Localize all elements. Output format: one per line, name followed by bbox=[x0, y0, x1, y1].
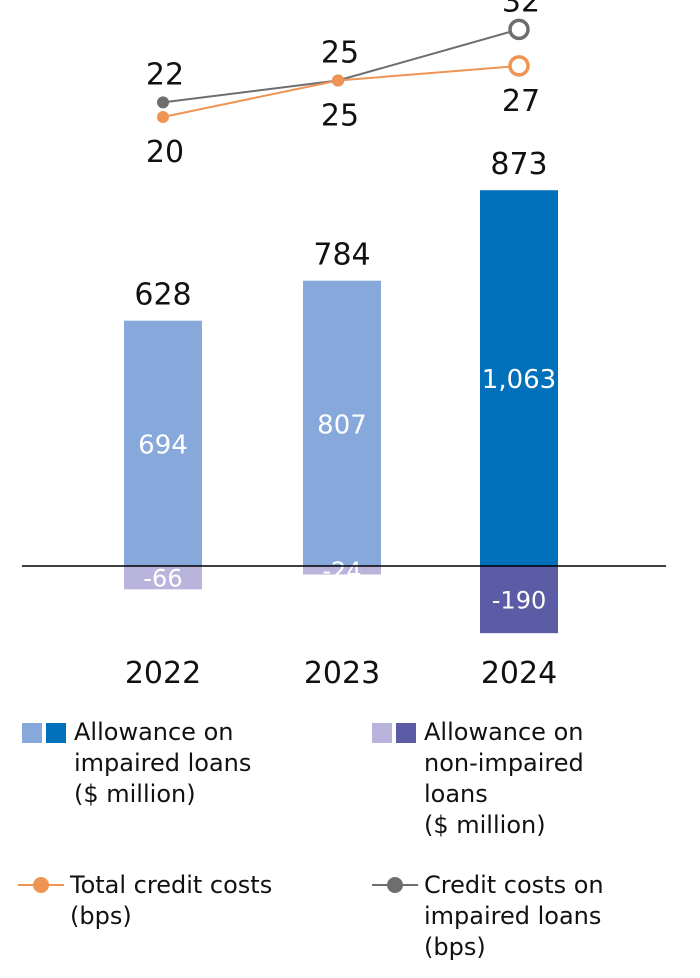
legend-marker-impaired bbox=[387, 877, 403, 893]
bar-impaired-2023 bbox=[303, 280, 381, 566]
label-total-costs-2023: 25 bbox=[321, 99, 359, 134]
bar-impaired-2024 bbox=[480, 190, 558, 567]
bar-nonimpaired-2023 bbox=[303, 566, 381, 575]
bar-nonimpaired-2024 bbox=[480, 566, 558, 634]
legend-total-credit-costs: Total credit costs (bps) bbox=[18, 870, 348, 940]
point-total-2023 bbox=[332, 74, 344, 87]
legend-swatch-impaired-dark bbox=[46, 723, 66, 743]
legend-nonimpaired: Allowance on non-impaired loans ($ milli… bbox=[372, 717, 692, 847]
label-impaired-costs-2024: 32 bbox=[502, 0, 540, 19]
label-nonimpaired-2024: -190 bbox=[492, 587, 546, 615]
x-tick-2022: 2022 bbox=[125, 656, 201, 691]
legend-label-nonimpaired: Allowance on non-impaired loans ($ milli… bbox=[424, 718, 584, 839]
label-total-2022: 628 bbox=[134, 278, 191, 313]
label-nonimpaired-2022: -66 bbox=[143, 565, 182, 593]
legend-swatch-impaired-light bbox=[22, 723, 42, 743]
legend-swatch-nonimpaired-dark bbox=[396, 723, 416, 743]
legend-impaired-credit-costs: Credit costs on impaired loans (bps) bbox=[372, 870, 692, 970]
bar-impaired-2022 bbox=[124, 320, 202, 566]
label-nonimpaired-2023: -24 bbox=[322, 557, 361, 585]
legend-swatch-nonimpaired-light bbox=[372, 723, 392, 743]
bar-nonimpaired-2022 bbox=[124, 566, 202, 590]
label-total-2023: 784 bbox=[313, 238, 370, 273]
legend-marker-total bbox=[33, 877, 49, 893]
label-total-2024: 873 bbox=[490, 147, 547, 182]
legend-label-impaired: Allowance on impaired loans ($ million) bbox=[74, 718, 252, 808]
label-total-costs-2022: 20 bbox=[146, 135, 184, 170]
credit-costs-chart: 694-666282022807-2478420231,063-19087320… bbox=[22, 0, 666, 691]
x-tick-2023: 2023 bbox=[304, 656, 380, 691]
point-impaired-2022 bbox=[157, 96, 169, 109]
legend-label-impaired-costs: Credit costs on impaired loans (bps) bbox=[424, 871, 604, 961]
legend-impaired: Allowance on impaired loans ($ million) bbox=[22, 717, 342, 817]
label-impaired-costs-2023: 25 bbox=[321, 36, 359, 71]
point-impaired-2024 bbox=[508, 18, 530, 41]
legend-label-total-costs: Total credit costs (bps) bbox=[70, 871, 273, 930]
label-impaired-2023: 807 bbox=[317, 410, 367, 440]
x-tick-2024: 2024 bbox=[481, 656, 557, 691]
label-impaired-2022: 694 bbox=[138, 430, 188, 460]
point-total-2022 bbox=[157, 111, 169, 123]
label-impaired-costs-2022: 22 bbox=[146, 57, 184, 92]
label-impaired-2024: 1,063 bbox=[482, 365, 556, 395]
point-total-2024 bbox=[508, 55, 530, 77]
label-total-costs-2024: 27 bbox=[502, 84, 540, 119]
